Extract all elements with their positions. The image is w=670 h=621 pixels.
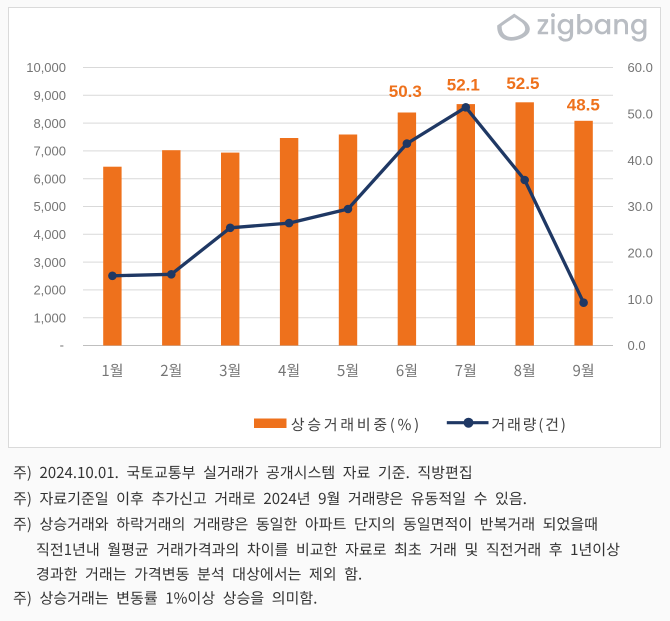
svg-text:10.0: 10.0	[628, 292, 653, 307]
svg-text:52.5: 52.5	[506, 74, 539, 93]
svg-text:5,000: 5,000	[33, 199, 66, 214]
svg-text:20.0: 20.0	[628, 246, 653, 261]
svg-text:9,000: 9,000	[33, 88, 66, 103]
svg-text:50.0: 50.0	[628, 107, 653, 122]
svg-text:8,000: 8,000	[33, 116, 66, 131]
svg-text:10,000: 10,000	[26, 60, 66, 75]
svg-text:4,000: 4,000	[33, 227, 66, 242]
svg-text:50.3: 50.3	[389, 82, 422, 101]
svg-text:-: -	[60, 338, 64, 353]
svg-text:0.0: 0.0	[628, 338, 646, 353]
svg-text:52.1: 52.1	[447, 75, 480, 94]
svg-text:30.0: 30.0	[628, 199, 653, 214]
svg-text:6,000: 6,000	[33, 171, 66, 186]
svg-text:48.5: 48.5	[567, 96, 600, 115]
svg-text:60.0: 60.0	[628, 60, 653, 75]
svg-text:3,000: 3,000	[33, 255, 66, 270]
svg-text:1,000: 1,000	[33, 310, 66, 325]
svg-text:7,000: 7,000	[33, 144, 66, 159]
svg-text:40.0: 40.0	[628, 153, 653, 168]
svg-text:2,000: 2,000	[33, 283, 66, 298]
